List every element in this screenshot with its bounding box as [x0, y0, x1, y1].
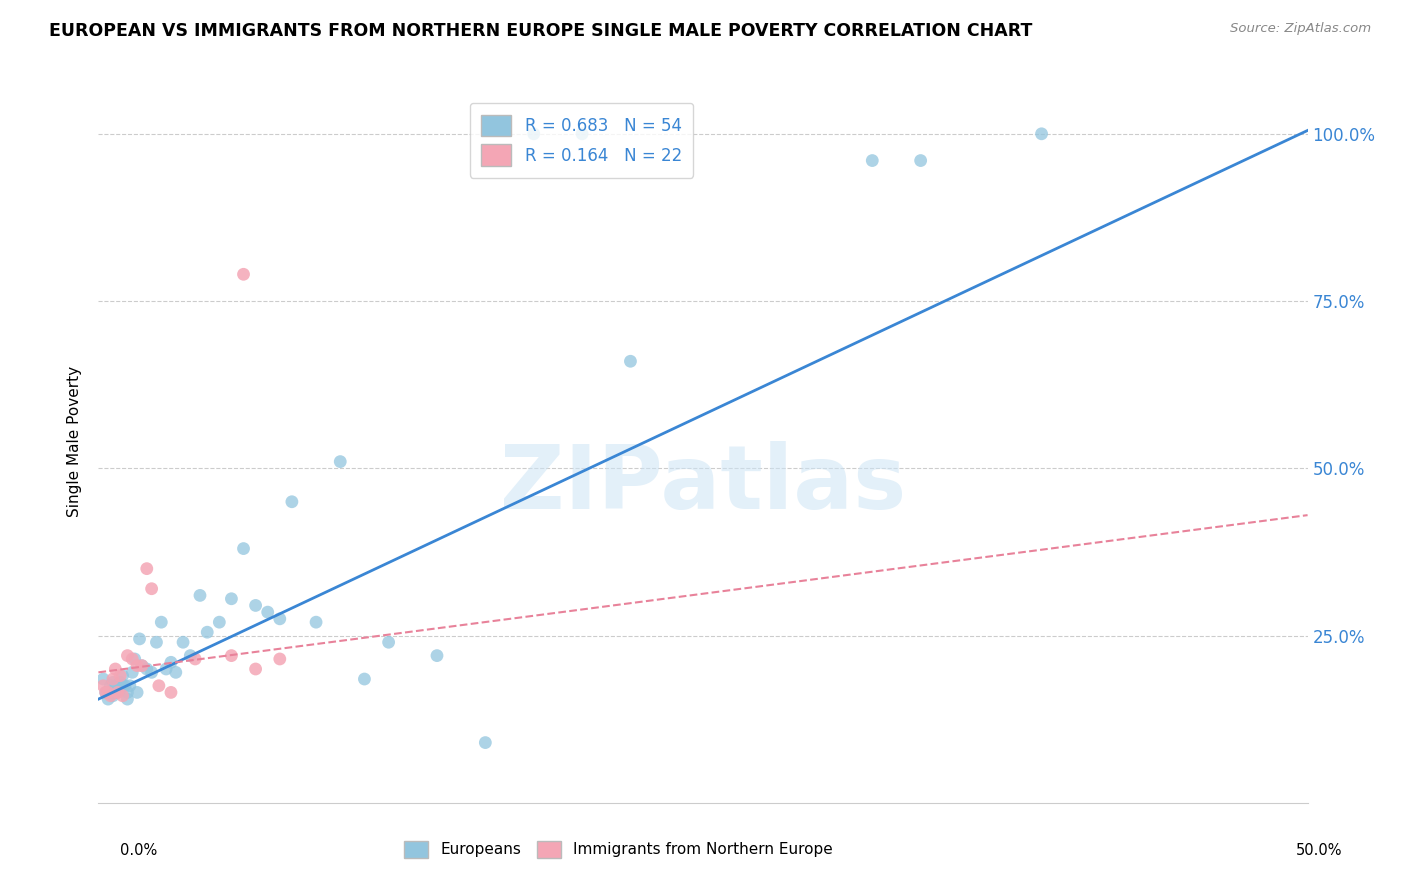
Point [145, 635, 167, 649]
Point [269, 652, 291, 666]
Point [94, 685, 117, 699]
Point [118, 679, 141, 693]
Point [179, 648, 201, 663]
Point [474, 735, 496, 749]
Point [117, 685, 139, 699]
Point [127, 658, 149, 673]
Point [94, 685, 117, 699]
Point [100, 685, 122, 699]
Point [97, 685, 120, 699]
Y-axis label: Single Male Poverty: Single Male Poverty [67, 366, 83, 517]
Point [97, 692, 120, 706]
Point [155, 662, 177, 676]
Point [135, 662, 157, 676]
Point [377, 635, 399, 649]
Point [329, 455, 352, 469]
Point [107, 679, 129, 693]
Point [245, 662, 267, 676]
Point [221, 591, 243, 606]
Point [121, 652, 143, 666]
Point [128, 632, 150, 646]
Point [281, 494, 304, 508]
Text: ZIPatlas: ZIPatlas [501, 442, 905, 528]
Point [148, 679, 170, 693]
Point [195, 625, 218, 640]
Point [100, 679, 122, 693]
Point [101, 689, 124, 703]
Point [117, 648, 139, 663]
Point [256, 605, 278, 619]
Point [160, 655, 183, 669]
Point [101, 672, 124, 686]
Point [111, 689, 134, 703]
Point [305, 615, 328, 630]
Point [269, 612, 291, 626]
Point [188, 589, 211, 603]
Point [141, 582, 163, 596]
Point [107, 685, 129, 699]
Point [172, 635, 194, 649]
Point [208, 615, 231, 630]
Point [104, 662, 127, 676]
Point [141, 665, 163, 680]
Point [221, 648, 243, 663]
Point [523, 127, 546, 141]
Point [353, 672, 375, 686]
Point [160, 685, 183, 699]
Text: EUROPEAN VS IMMIGRANTS FROM NORTHERN EUROPE SINGLE MALE POVERTY CORRELATION CHAR: EUROPEAN VS IMMIGRANTS FROM NORTHERN EUR… [49, 22, 1032, 40]
Point [910, 153, 932, 168]
Point [100, 689, 122, 703]
Point [232, 268, 254, 282]
Point [114, 679, 136, 693]
Text: Source: ZipAtlas.com: Source: ZipAtlas.com [1230, 22, 1371, 36]
Point [91, 672, 114, 686]
Text: 50.0%: 50.0% [1296, 843, 1343, 858]
Point [571, 127, 593, 141]
Point [135, 562, 157, 576]
Point [117, 692, 139, 706]
Text: 0.0%: 0.0% [120, 843, 156, 858]
Point [104, 685, 127, 699]
Point [108, 681, 131, 696]
Point [232, 541, 254, 556]
Point [426, 648, 449, 663]
Point [131, 658, 153, 673]
Point [184, 652, 207, 666]
Point [101, 675, 124, 690]
Point [619, 354, 641, 368]
Point [121, 665, 143, 680]
Point [150, 615, 173, 630]
Point [131, 658, 153, 673]
Point [107, 685, 129, 699]
Point [1031, 127, 1053, 141]
Point [124, 652, 146, 666]
Point [104, 679, 127, 693]
Point [111, 679, 134, 693]
Legend: Europeans, Immigrants from Northern Europe: Europeans, Immigrants from Northern Euro… [398, 835, 839, 863]
Point [108, 669, 131, 683]
Point [91, 679, 114, 693]
Point [127, 685, 149, 699]
Point [111, 669, 134, 683]
Point [860, 153, 883, 168]
Point [108, 675, 131, 690]
Point [245, 599, 267, 613]
Point [165, 665, 187, 680]
